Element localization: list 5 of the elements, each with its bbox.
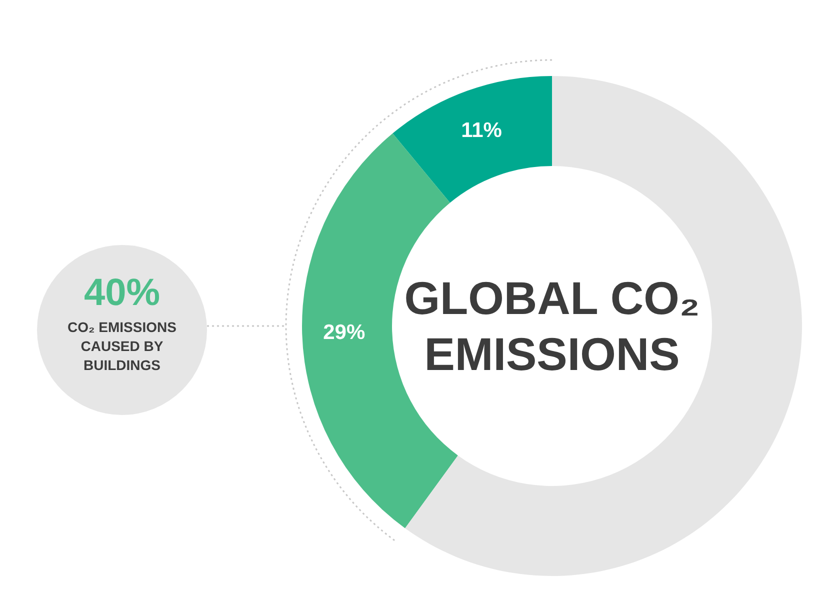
data-label: 29%: [323, 321, 366, 344]
text: GLOBAL CO₂ EMISSIONS: [403, 271, 701, 382]
text: 40%: [82, 272, 162, 315]
data-label: 11%: [461, 118, 502, 142]
text: CO₂ EMISSIONS CAUSED BY BUILDINGS: [66, 318, 178, 375]
